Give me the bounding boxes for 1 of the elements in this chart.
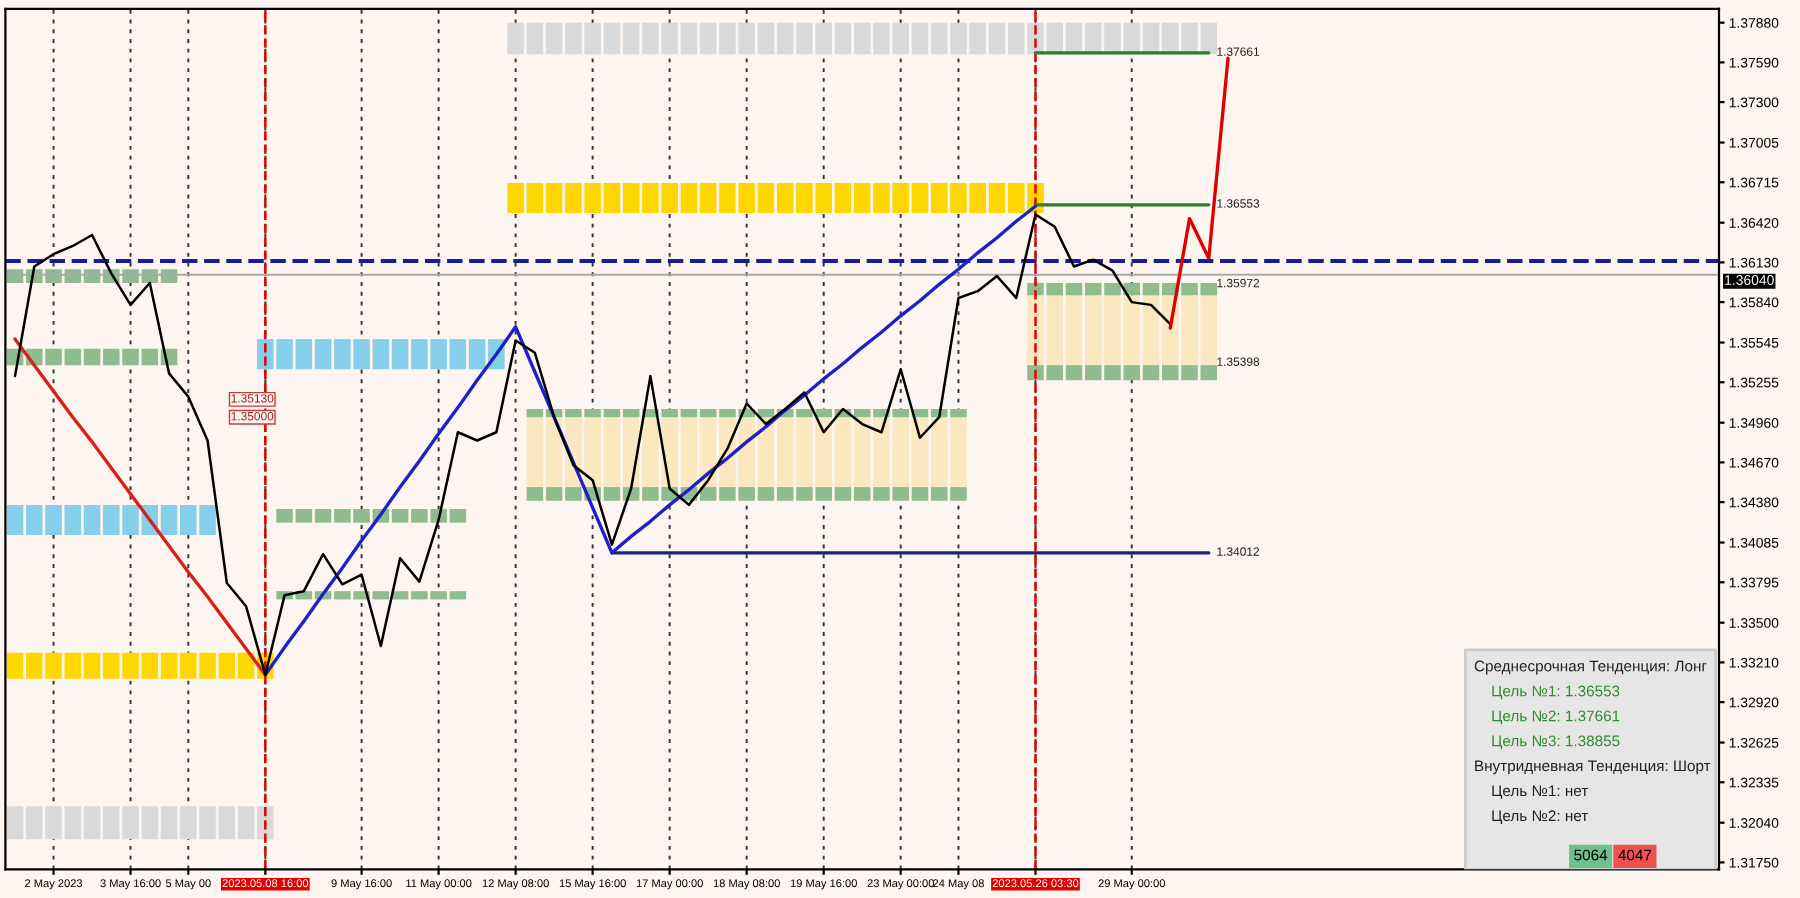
- line-series: [13, 213, 1172, 676]
